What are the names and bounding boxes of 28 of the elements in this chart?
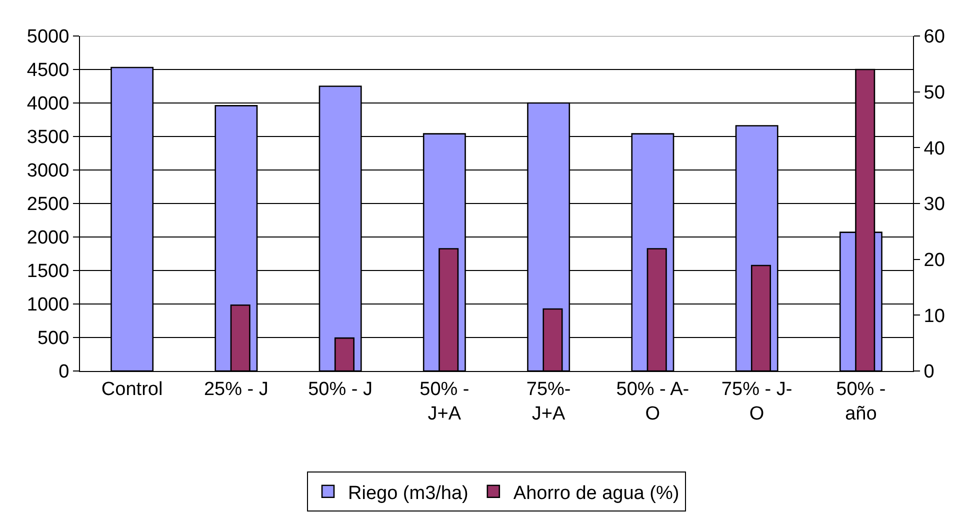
x-tick-label: 75%- J+A bbox=[526, 378, 571, 424]
y-tick-label: 2000 bbox=[26, 228, 70, 249]
y-tick-label: 3500 bbox=[26, 127, 70, 148]
y2-tick-label: 20 bbox=[924, 250, 945, 271]
y-tick-label: 4000 bbox=[26, 94, 70, 115]
x-tick-label: 25% - J bbox=[204, 378, 268, 400]
y2-tick-label: 50 bbox=[924, 82, 945, 104]
y-tick-label: 4500 bbox=[26, 60, 70, 82]
y-tick-label: 1500 bbox=[26, 261, 70, 282]
x-tick-label: 50% - J+A bbox=[420, 378, 470, 424]
y2-tick-label: 60 bbox=[924, 26, 945, 48]
y-tick-label: 1000 bbox=[26, 294, 70, 316]
y2-tick-label: 40 bbox=[924, 138, 945, 160]
x-tick-label: 50% - año bbox=[836, 378, 886, 424]
y-tick-label: 3000 bbox=[26, 160, 70, 182]
legend-label: Ahorro de agua (%) bbox=[513, 482, 680, 504]
x-tick-label: 50% - J bbox=[308, 378, 373, 400]
y-tick-label: 2500 bbox=[26, 194, 70, 216]
y-tick-label: 5000 bbox=[26, 26, 70, 48]
y2-tick-label: 30 bbox=[924, 194, 945, 216]
x-tick-label: 75% - J- O bbox=[721, 378, 792, 424]
y2-tick-label: 10 bbox=[924, 306, 945, 327]
y-tick-label: 500 bbox=[37, 328, 70, 350]
legend-label: Riego (m3/ha) bbox=[348, 482, 468, 504]
x-tick-label: 50% - A- O bbox=[616, 378, 690, 424]
y2-tick-label: 0 bbox=[924, 362, 934, 383]
y-tick-label: 0 bbox=[58, 362, 70, 383]
x-tick-label: Control bbox=[101, 378, 163, 400]
